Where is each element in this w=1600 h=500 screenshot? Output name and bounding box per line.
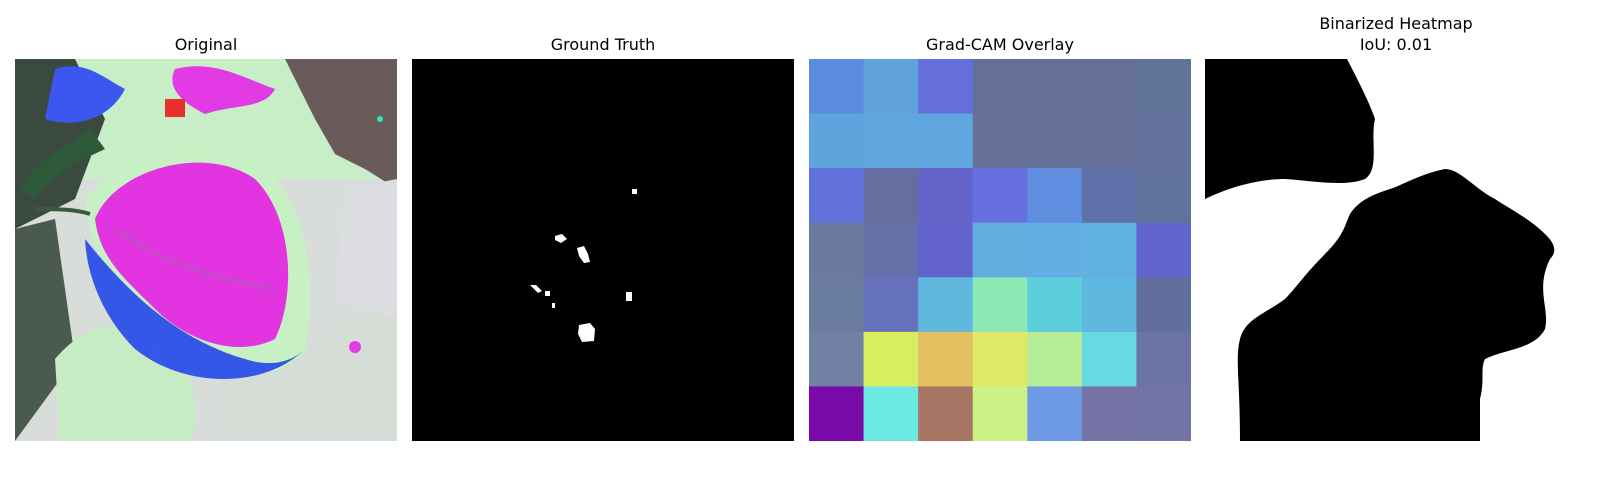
heatmap-cell-5-0	[809, 331, 865, 387]
gradcam-overlay	[809, 59, 1191, 441]
heatmap-cell-0-5	[1081, 59, 1137, 115]
heatmap-cell-6-0	[809, 386, 865, 441]
heatmap-cell-1-5	[1081, 113, 1137, 169]
heatmap-cell-5-1	[863, 331, 919, 387]
heatmap-cell-3-2	[918, 222, 974, 278]
heatmap-cell-1-4	[1027, 113, 1083, 169]
gradcam-title: Grad-CAM Overlay	[926, 35, 1074, 54]
heatmap-cell-0-6	[1136, 59, 1191, 115]
heatmap-cell-6-1	[863, 386, 919, 441]
heatmap-cell-0-3	[972, 59, 1028, 115]
heatmap-cell-4-6	[1136, 277, 1191, 333]
binarized-title: Binarized Heatmap	[1319, 14, 1473, 33]
ground-truth-mask	[412, 59, 794, 441]
heatmap-cell-5-4	[1027, 331, 1083, 387]
heatmap-cell-3-0	[809, 222, 865, 278]
heatmap-cell-2-5	[1081, 168, 1137, 224]
heatmap-cell-5-5	[1081, 331, 1137, 387]
heatmap-cell-6-4	[1027, 386, 1083, 441]
original-title: Original	[174, 35, 238, 54]
heatmap-cell-5-3	[972, 331, 1028, 387]
heatmap-cell-3-1	[863, 222, 919, 278]
heatmap-cell-1-0	[809, 113, 865, 169]
heatmap-cell-6-3	[972, 386, 1028, 441]
heatmap-cell-2-4	[1027, 168, 1083, 224]
heatmap-cell-4-4	[1027, 277, 1083, 333]
heatmap-cell-4-3	[972, 277, 1028, 333]
heatmap-cell-3-5	[1081, 222, 1137, 278]
heatmap-cell-4-1	[863, 277, 919, 333]
heatmap-cell-1-1	[863, 113, 919, 169]
original-image	[15, 59, 397, 441]
heatmap-cell-5-2	[918, 331, 974, 387]
heatmap-cell-0-2	[918, 59, 974, 115]
heatmap-cell-4-2	[918, 277, 974, 333]
heatmap-cell-4-0	[809, 277, 865, 333]
ground-truth-title: Ground Truth	[550, 35, 656, 54]
heatmap-cell-2-3	[972, 168, 1028, 224]
heatmap-cell-6-6	[1136, 386, 1191, 441]
iou-subtitle: IoU: 0.01	[1359, 35, 1433, 54]
heatmap-cell-0-0	[809, 59, 865, 115]
heatmap-cell-3-6	[1136, 222, 1191, 278]
heatmap-cell-0-1	[863, 59, 919, 115]
heatmap-cell-1-6	[1136, 113, 1191, 169]
heatmap-cell-3-3	[972, 222, 1028, 278]
heatmap-cell-1-3	[972, 113, 1028, 169]
heatmap-cell-4-5	[1081, 277, 1137, 333]
heatmap-cell-2-6	[1136, 168, 1191, 224]
heatmap-cell-6-5	[1081, 386, 1137, 441]
heatmap-cell-1-2	[918, 113, 974, 169]
heatmap-cell-2-2	[918, 168, 974, 224]
heatmap-cell-6-2	[918, 386, 974, 441]
heatmap-cell-3-4	[1027, 222, 1083, 278]
binarized-heatmap	[1205, 59, 1587, 441]
heatmap-cell-0-4	[1027, 59, 1083, 115]
heatmap-cell-2-1	[863, 168, 919, 224]
heatmap-cell-5-6	[1136, 331, 1191, 387]
heatmap-cell-2-0	[809, 168, 865, 224]
